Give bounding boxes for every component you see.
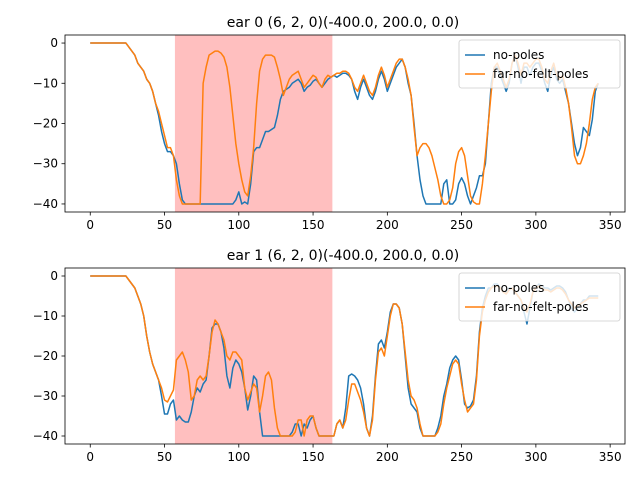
y-tick-label: −30 <box>33 157 58 171</box>
y-tick-label: −20 <box>33 349 58 363</box>
legend-box <box>458 39 621 89</box>
legend-entry: no-poles <box>493 48 544 62</box>
chart-title: ear 1 (6, 2, 0)(-400.0, 200.0, 0.0) <box>227 248 459 264</box>
y-tick-label: 0 <box>50 269 58 283</box>
x-tick-label: 50 <box>157 218 172 232</box>
x-tick-label: 200 <box>376 218 399 232</box>
x-tick-label: 350 <box>599 218 622 232</box>
x-tick-label: 100 <box>227 450 250 464</box>
x-tick-label: 200 <box>376 450 399 464</box>
y-tick-label: −30 <box>33 389 58 403</box>
legend-entry: far-no-felt-poles <box>493 67 588 81</box>
y-tick-label: −10 <box>33 76 58 90</box>
x-tick-label: 300 <box>524 450 547 464</box>
y-tick-label: −40 <box>33 197 58 211</box>
legend: no-poles far-no-felt-poles <box>458 272 621 322</box>
x-tick-label: 100 <box>227 218 250 232</box>
legend-box <box>458 272 621 322</box>
chart-ear-0: ear 0 (6, 2, 0)(-400.0, 200.0, 0.0) 0 50 1… <box>33 15 626 232</box>
x-tick-label: 150 <box>302 450 325 464</box>
y-tick-label: −40 <box>33 429 58 443</box>
y-tick-label: 0 <box>50 36 58 50</box>
legend-entry: far-no-felt-poles <box>493 300 588 314</box>
x-tick-label: 250 <box>450 218 473 232</box>
highlight-span <box>174 268 333 444</box>
x-tick-label: 350 <box>599 450 622 464</box>
y-tick-label: −10 <box>33 309 58 323</box>
x-tick-label: 300 <box>524 218 547 232</box>
chart-title: ear 0 (6, 2, 0)(-400.0, 200.0, 0.0) <box>227 15 459 31</box>
x-tick-label: 0 <box>86 218 94 232</box>
x-tick-label: 150 <box>302 218 325 232</box>
legend: no-poles far-no-felt-poles <box>458 39 621 89</box>
x-tick-label: 250 <box>450 450 473 464</box>
y-tick-label: −20 <box>33 117 58 131</box>
x-tick-label: 50 <box>157 450 172 464</box>
x-tick-label: 0 <box>86 450 94 464</box>
highlight-span <box>174 35 333 212</box>
chart-ear-1: ear 1 (6, 2, 0)(-400.0, 200.0, 0.0) 0 50 1… <box>33 248 626 464</box>
legend-entry: no-poles <box>493 281 544 295</box>
